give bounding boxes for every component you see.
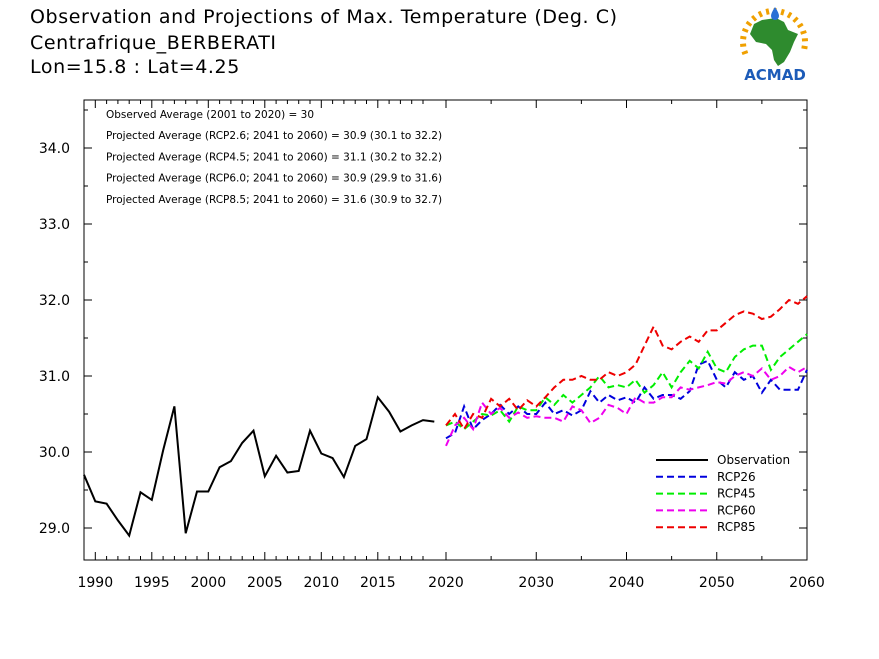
annotation-line: Observed Average (2001 to 2020) = 30 [106, 109, 314, 121]
x-tick-label: 2015 [360, 575, 396, 591]
africa-map-icon [750, 18, 798, 66]
legend-label: RCP26 [717, 470, 756, 484]
sun-ray [741, 50, 749, 56]
x-tick-label: 2060 [789, 575, 825, 591]
x-tick-label: 2030 [518, 575, 554, 591]
x-tick-label: 2020 [428, 575, 464, 591]
legend-label: RCP60 [717, 503, 756, 517]
y-tick-label: 30.0 [39, 445, 70, 461]
x-tick-label: 2040 [609, 575, 645, 591]
annotation-line: Projected Average (RCP6.0; 2041 to 2060)… [106, 173, 442, 185]
station-coordinates: Lon=15.8 : Lat=4.25 [30, 56, 240, 78]
series-line-rcp60 [445, 365, 808, 447]
sun-ray [740, 35, 747, 40]
sun-ray [780, 8, 785, 16]
x-tick-label: 1995 [134, 575, 170, 591]
sun-ray [765, 8, 770, 15]
annotation-line: Projected Average (RCP4.5; 2041 to 2060)… [106, 151, 442, 163]
sun-ray [750, 14, 758, 22]
sun-ray [800, 30, 807, 35]
legend-label: RCP85 [717, 520, 756, 534]
y-tick-label: 34.0 [39, 141, 70, 157]
y-tick-label: 32.0 [39, 293, 70, 309]
plot-frame [83, 99, 808, 561]
sun-ray [796, 22, 804, 29]
y-tick-label: 29.0 [39, 521, 70, 537]
sun-ray [741, 27, 749, 33]
series-line-observation [83, 395, 435, 538]
sun-ray [801, 45, 808, 50]
x-tick-label: 2050 [699, 575, 735, 591]
legend-label: Observation [717, 453, 790, 467]
series-line-rcp45 [445, 333, 808, 431]
annotation-line: Projected Average (RCP2.6; 2041 to 2060)… [106, 130, 442, 142]
series-line-rcp85 [445, 295, 808, 432]
annotation-line: Projected Average (RCP8.5; 2041 to 2060)… [106, 194, 442, 206]
station-name: Centrafrique_BERBERATI [30, 32, 277, 54]
sun-ray [740, 43, 747, 48]
y-tick-label: 33.0 [39, 217, 70, 233]
x-tick-label: 2005 [247, 575, 283, 591]
x-tick-label: 2000 [190, 575, 226, 591]
sun-ray [745, 20, 753, 27]
y-tick-label: 31.0 [39, 369, 70, 385]
series-line-rcp26 [445, 359, 808, 440]
x-tick-label: 2010 [303, 575, 339, 591]
acmad-logo: ACMAD [740, 7, 809, 84]
logo-text: ACMAD [744, 66, 806, 84]
sun-ray [792, 16, 799, 23]
x-tick-label: 1990 [77, 575, 113, 591]
water-drop-icon [771, 7, 779, 20]
legend-label: RCP45 [717, 487, 756, 501]
sun-ray [757, 10, 764, 18]
chart-title: Observation and Projections of Max. Temp… [30, 6, 618, 28]
sun-ray [786, 11, 793, 19]
